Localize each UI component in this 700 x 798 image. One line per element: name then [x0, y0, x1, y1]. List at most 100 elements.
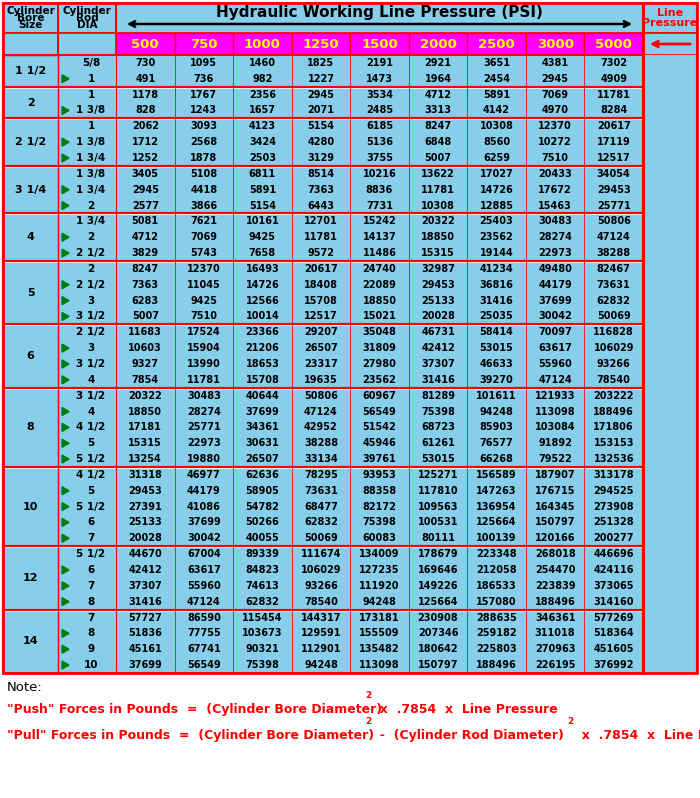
Bar [292, 118, 350, 134]
Bar [3, 55, 643, 87]
Bar [409, 372, 468, 388]
Bar [292, 134, 350, 150]
Bar [526, 562, 584, 578]
Text: 60967: 60967 [363, 391, 396, 401]
Bar [233, 198, 292, 213]
Text: 117810: 117810 [418, 486, 458, 496]
Text: x  .7854  x  Line Pressure: x .7854 x Line Pressure [573, 729, 700, 742]
Bar [409, 483, 468, 499]
Bar [116, 213, 174, 229]
Bar [468, 102, 526, 118]
Bar [526, 420, 584, 435]
Bar [584, 182, 643, 198]
Bar [116, 372, 174, 388]
Bar [584, 610, 643, 626]
Bar [409, 499, 468, 515]
Text: 2503: 2503 [249, 153, 276, 163]
Text: 51836: 51836 [128, 628, 162, 638]
Bar [526, 546, 584, 562]
Text: 1 3/8: 1 3/8 [76, 137, 106, 147]
Text: 8: 8 [88, 628, 94, 638]
Bar [3, 388, 58, 467]
Bar [116, 562, 174, 578]
Bar [409, 118, 468, 134]
Bar [116, 420, 174, 435]
Text: 5007: 5007 [425, 153, 452, 163]
Text: 136954: 136954 [477, 502, 517, 512]
Bar [409, 33, 468, 55]
Text: 5154: 5154 [249, 200, 276, 211]
Bar [3, 213, 643, 229]
Bar [116, 531, 174, 546]
Text: 8: 8 [88, 597, 94, 606]
Text: 67741: 67741 [187, 644, 220, 654]
Text: 1460: 1460 [249, 58, 276, 68]
Bar [350, 499, 409, 515]
Bar [409, 324, 468, 340]
Bar [3, 658, 643, 673]
Bar [233, 356, 292, 372]
Bar [643, 642, 697, 658]
Text: 38288: 38288 [304, 438, 338, 448]
Polygon shape [62, 598, 69, 606]
Bar [174, 261, 233, 277]
Text: 15708: 15708 [304, 295, 338, 306]
Bar [58, 118, 116, 134]
Polygon shape [62, 630, 69, 638]
Text: 15242: 15242 [363, 216, 396, 227]
Bar [116, 71, 174, 87]
Text: 27980: 27980 [363, 359, 396, 369]
Bar [174, 546, 233, 562]
Text: 1227: 1227 [307, 73, 335, 84]
Bar [116, 245, 174, 261]
Bar [468, 483, 526, 499]
Text: 4970: 4970 [542, 105, 568, 116]
Text: 56549: 56549 [363, 406, 396, 417]
Text: 20617: 20617 [304, 264, 338, 274]
Text: 9327: 9327 [132, 359, 159, 369]
Bar [174, 388, 233, 404]
Bar [409, 531, 468, 546]
Text: 11781: 11781 [421, 184, 455, 195]
Bar [3, 182, 643, 198]
Bar [409, 198, 468, 213]
Bar [584, 277, 643, 293]
Bar [116, 102, 174, 118]
Bar [58, 102, 116, 118]
Bar [468, 546, 526, 562]
Bar [58, 467, 116, 483]
Bar [643, 134, 697, 150]
Text: 93953: 93953 [363, 470, 396, 480]
Bar [409, 562, 468, 578]
Bar [174, 55, 233, 71]
Bar [3, 87, 643, 118]
Text: 173181: 173181 [359, 613, 400, 622]
Bar [58, 55, 116, 71]
Text: 288635: 288635 [476, 613, 517, 622]
Text: 446696: 446696 [594, 549, 634, 559]
Bar [468, 118, 526, 134]
Text: 1712: 1712 [132, 137, 159, 147]
Text: 113098: 113098 [535, 406, 575, 417]
Text: 26507: 26507 [246, 454, 279, 464]
Bar [526, 118, 584, 134]
Bar [3, 55, 58, 87]
Bar [468, 578, 526, 594]
Text: 66268: 66268 [480, 454, 514, 464]
Bar [174, 245, 233, 261]
Polygon shape [62, 424, 69, 432]
Text: 46633: 46633 [480, 359, 514, 369]
Text: 14726: 14726 [480, 184, 514, 195]
Bar [3, 626, 643, 642]
Text: 157080: 157080 [476, 597, 517, 606]
Bar [468, 404, 526, 420]
Text: 113098: 113098 [359, 660, 400, 670]
Text: DIA: DIA [77, 20, 97, 30]
Bar [292, 245, 350, 261]
Bar [3, 531, 643, 546]
Bar [350, 610, 409, 626]
Bar [3, 467, 58, 546]
Bar [174, 340, 233, 356]
Text: 8514: 8514 [307, 169, 335, 179]
Bar [643, 150, 697, 166]
